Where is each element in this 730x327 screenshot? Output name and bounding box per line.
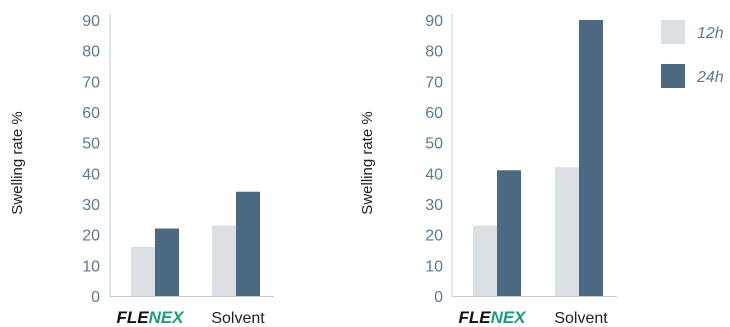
y-tick-label: 10: [425, 258, 443, 275]
y-tick-label: 70: [425, 74, 443, 91]
bar-12h-1: [212, 225, 236, 296]
y-tick-label: 30: [425, 197, 443, 214]
brand-part2: NEX: [491, 308, 528, 327]
bar-12h-0: [131, 246, 155, 296]
y-tick-label: 0: [91, 289, 100, 306]
bar-24h-0: [497, 170, 521, 296]
y-tick-label: 40: [425, 166, 443, 183]
y-tick-label: 40: [82, 166, 100, 183]
y-axis-title: Swelling rate %: [9, 111, 26, 214]
category-label-brand: FLENEX: [116, 308, 185, 327]
y-tick-label: 60: [425, 105, 443, 122]
y-tick-label: 30: [82, 197, 100, 214]
y-tick-label: 0: [434, 289, 443, 306]
bar-12h-0: [473, 225, 497, 296]
y-axis-title: Swelling rate %: [359, 111, 376, 214]
brand-part1: FLE: [116, 308, 149, 327]
y-tick-label: 10: [82, 258, 100, 275]
y-tick-label: 20: [82, 228, 100, 245]
brand-part2: NEX: [149, 308, 186, 327]
y-tick-label: 80: [82, 44, 100, 61]
legend-swatch-12h: [661, 20, 685, 44]
y-tick-label: 80: [425, 44, 443, 61]
y-tick-label: 90: [82, 13, 100, 30]
y-tick-label: 60: [82, 105, 100, 122]
y-tick-label: 70: [82, 74, 100, 91]
legend-label: 12h: [697, 25, 724, 42]
legend-label: 24h: [696, 69, 724, 86]
bar-24h-1: [579, 20, 603, 296]
category-label: Solvent: [554, 310, 608, 327]
legend-swatch-24h: [661, 64, 685, 88]
brand-part1: FLE: [458, 308, 491, 327]
y-tick-label: 20: [425, 228, 443, 245]
y-tick-label: 90: [425, 13, 443, 30]
bar-12h-1: [555, 167, 579, 296]
y-tick-label: 50: [82, 136, 100, 153]
y-tick-label: 50: [425, 136, 443, 153]
category-label: Solvent: [211, 310, 265, 327]
category-label-brand: FLENEX: [458, 308, 527, 327]
bar-24h-0: [155, 228, 179, 296]
bar-24h-1: [236, 191, 260, 296]
